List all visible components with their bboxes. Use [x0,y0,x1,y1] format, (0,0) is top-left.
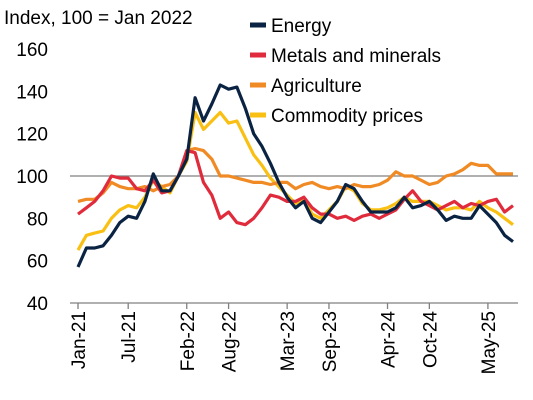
y-tick-label: 60 [27,252,48,273]
y-tick-label: 80 [27,209,48,230]
x-tick-label: Apr-24 [379,311,400,368]
series-line [77,146,513,203]
legend-label: Commodity prices [271,106,423,127]
chart-title: Index, 100 = Jan 2022 [4,8,193,29]
y-tick-label: 160 [16,40,48,61]
x-tick-label: Sep-23 [320,311,341,372]
x-tick-label: Oct-24 [420,311,441,368]
legend-label: Agriculture [271,76,362,97]
x-tick-label: Jan-21 [69,311,90,369]
series-line [76,110,514,251]
y-tick-label: 100 [16,167,48,188]
x-tick-label: Aug-22 [220,311,241,372]
series-line [76,83,514,268]
x-tick-label: May-25 [479,311,500,374]
x-tick-label: Mar-23 [278,311,299,371]
x-tick-label: Feb-22 [178,311,199,371]
y-tick-label: 120 [16,125,48,146]
y-tick-label: 140 [16,82,48,103]
legend-label: Energy [271,16,332,37]
legend-label: Metals and minerals [271,46,441,67]
x-tick-label: Jul-21 [119,311,140,363]
y-tick-label: 40 [27,294,48,315]
